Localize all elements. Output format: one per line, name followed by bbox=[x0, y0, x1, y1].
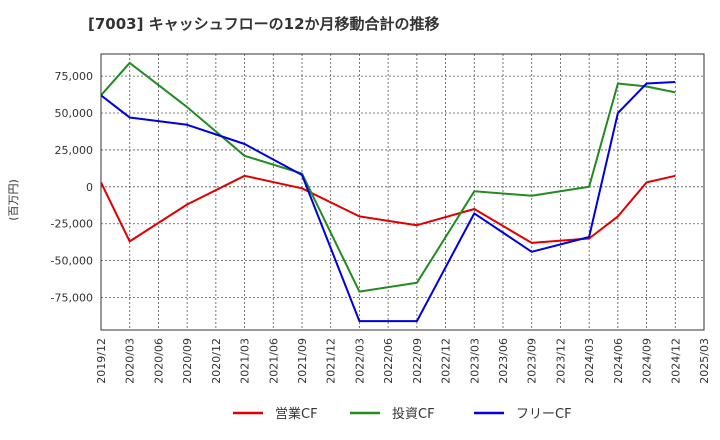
x-tick-label: 2021/09 bbox=[296, 338, 309, 384]
x-tick-label: 2023/03 bbox=[468, 338, 481, 384]
series-line-2 bbox=[100, 61, 676, 293]
x-tick-label: 2020/12 bbox=[210, 338, 223, 384]
y-tick-label: -75,000 bbox=[51, 292, 93, 305]
plot-frame bbox=[100, 53, 705, 331]
y-axis-title: (百万円) bbox=[7, 179, 20, 221]
x-tick-label: 2021/12 bbox=[325, 338, 338, 384]
series-line-1 bbox=[100, 174, 676, 244]
x-tick-label: 2023/09 bbox=[526, 338, 539, 384]
y-tick-label: 25,000 bbox=[55, 144, 94, 157]
series-layer bbox=[100, 61, 676, 323]
x-tick-label: 2023/12 bbox=[554, 338, 567, 384]
x-tick-label: 2024/12 bbox=[669, 338, 682, 384]
x-tick-label: 2021/03 bbox=[239, 338, 252, 384]
y-tick-labels: 75,000 50,000 25,000 0 -25,000 -50,000 -75,000 bbox=[51, 70, 93, 304]
x-tick-label: 2024/03 bbox=[583, 338, 596, 384]
y-tick-label: 0 bbox=[86, 181, 93, 194]
x-tick-label: 2020/06 bbox=[152, 338, 165, 384]
x-tick-labels: 2019/12 2020/03 2020/06 2020/09 2020/12 2021/… bbox=[95, 338, 711, 384]
x-tick-label: 2022/09 bbox=[411, 338, 424, 384]
x-tick-label: 2019/12 bbox=[95, 338, 108, 384]
legend-label-1: 営業CF bbox=[275, 406, 318, 422]
chart-title: [7003] キャッシュフローの12か月移動合計の推移 bbox=[88, 15, 440, 33]
y-tick-label: 75,000 bbox=[55, 70, 94, 83]
y-tick-label: 50,000 bbox=[55, 107, 94, 120]
x-tick-label: 2024/09 bbox=[641, 338, 654, 384]
x-tick-label: 2024/06 bbox=[612, 338, 625, 384]
x-tick-label: 2025/03 bbox=[698, 338, 711, 384]
x-tick-label: 2022/12 bbox=[440, 338, 453, 384]
x-tick-label: 2020/09 bbox=[181, 338, 194, 384]
x-tick-label: 2023/06 bbox=[497, 338, 510, 384]
legend: 営業CF 投資CF フリーCF bbox=[233, 406, 572, 422]
x-tick-label: 2022/03 bbox=[353, 338, 366, 384]
y-tick-label: -25,000 bbox=[51, 218, 93, 231]
legend-label-2: 投資CF bbox=[392, 406, 435, 422]
y-tick-label: -50,000 bbox=[51, 255, 93, 268]
x-tick-label: 2020/03 bbox=[124, 338, 137, 384]
legend-label-3: フリーCF bbox=[516, 407, 572, 422]
series-line-3 bbox=[100, 81, 676, 323]
x-tick-label: 2022/06 bbox=[382, 338, 395, 384]
grid-layer bbox=[101, 54, 704, 330]
x-tick-label: 2021/06 bbox=[267, 338, 280, 384]
